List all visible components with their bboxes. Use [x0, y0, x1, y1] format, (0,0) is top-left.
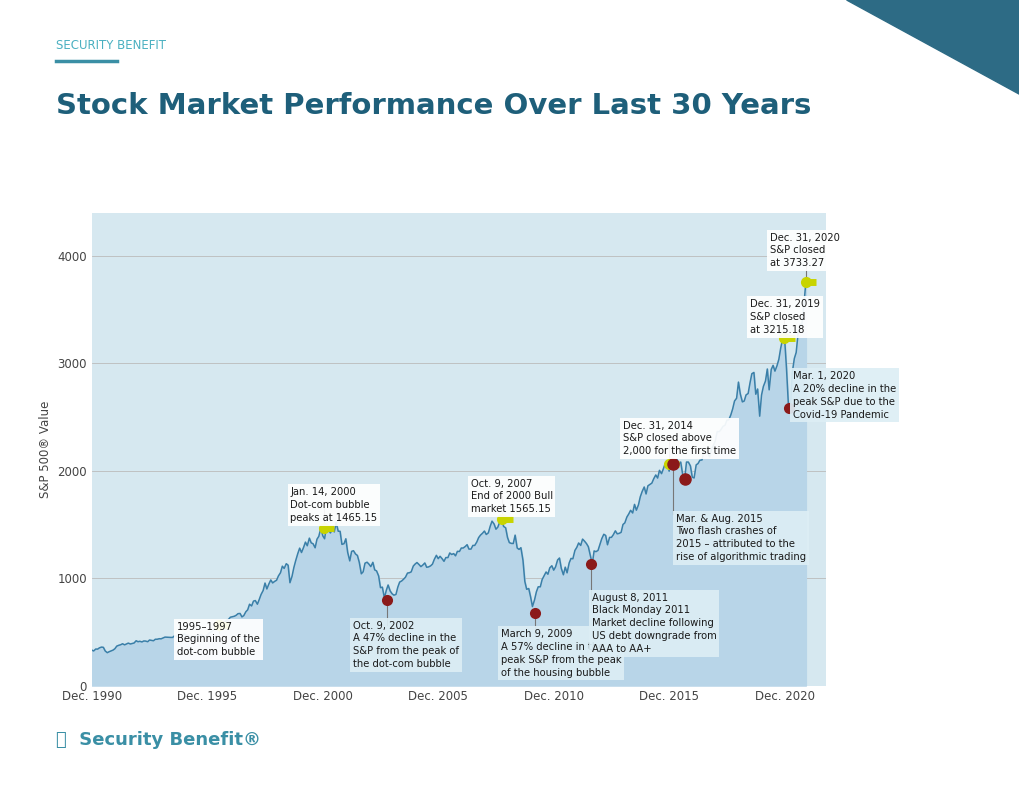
- Text: Dec. 31, 2020
S&P closed
at 3733.27: Dec. 31, 2020 S&P closed at 3733.27: [769, 232, 839, 268]
- Text: SECURITY BENEFIT: SECURITY BENEFIT: [56, 39, 166, 52]
- Text: Ⓢ  Security Benefit®: Ⓢ Security Benefit®: [56, 730, 261, 749]
- Text: Oct. 9, 2002
A 47% decline in the
S&P from the peak of
the dot-com bubble: Oct. 9, 2002 A 47% decline in the S&P fr…: [353, 620, 459, 669]
- Text: Dec. 31, 2014
S&P closed above
2,000 for the first time: Dec. 31, 2014 S&P closed above 2,000 for…: [623, 421, 736, 456]
- Text: 1995–1997
Beginning of the
dot-com bubble: 1995–1997 Beginning of the dot-com bubbl…: [177, 622, 260, 657]
- Text: Mar. 1, 2020
A 20% decline in the
peak S&P due to the
Covid-19 Pandemic: Mar. 1, 2020 A 20% decline in the peak S…: [792, 371, 895, 420]
- Text: Mar. & Aug. 2015
Two flash crashes of
2015 – attributed to the
rise of algorithm: Mar. & Aug. 2015 Two flash crashes of 20…: [676, 514, 805, 562]
- Text: Dec. 31, 2019
S&P closed
at 3215.18: Dec. 31, 2019 S&P closed at 3215.18: [749, 299, 819, 335]
- Text: Jan. 14, 2000
Dot-com bubble
peaks at 1465.15: Jan. 14, 2000 Dot-com bubble peaks at 14…: [290, 487, 377, 522]
- Text: Stock Market Performance Over Last 30 Years: Stock Market Performance Over Last 30 Ye…: [56, 92, 811, 121]
- Y-axis label: S&P 500® Value: S&P 500® Value: [39, 400, 52, 498]
- Text: August 8, 2011
Black Monday 2011
Market decline following
US debt downgrade from: August 8, 2011 Black Monday 2011 Market …: [591, 593, 715, 654]
- Text: Oct. 9, 2007
End of 2000 Bull
market 1565.15: Oct. 9, 2007 End of 2000 Bull market 156…: [470, 478, 552, 515]
- Text: March 9, 2009
A 57% decline in the
peak S&P from the peak
of the housing bubble: March 9, 2009 A 57% decline in the peak …: [500, 629, 621, 678]
